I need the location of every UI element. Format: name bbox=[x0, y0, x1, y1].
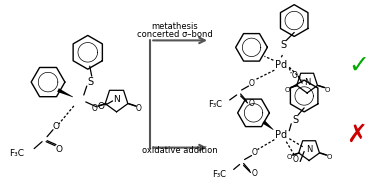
Text: O: O bbox=[324, 87, 330, 93]
Text: O: O bbox=[135, 104, 141, 113]
Text: F₃C: F₃C bbox=[208, 100, 222, 109]
Text: oxidative addition: oxidative addition bbox=[142, 145, 218, 154]
Polygon shape bbox=[57, 88, 73, 97]
Text: metathesis: metathesis bbox=[152, 22, 198, 30]
Text: O: O bbox=[285, 87, 290, 93]
Text: S: S bbox=[88, 77, 94, 87]
Text: ✗: ✗ bbox=[346, 123, 367, 147]
Text: Pd: Pd bbox=[275, 130, 287, 140]
Text: O: O bbox=[287, 154, 292, 160]
Text: O: O bbox=[92, 104, 98, 113]
Text: Pd: Pd bbox=[275, 60, 287, 70]
Text: S: S bbox=[280, 40, 287, 50]
Text: O: O bbox=[249, 79, 254, 88]
Text: O: O bbox=[326, 154, 332, 160]
Text: O: O bbox=[292, 155, 298, 164]
Text: N: N bbox=[304, 78, 310, 87]
Text: N: N bbox=[113, 95, 120, 105]
Polygon shape bbox=[262, 120, 274, 130]
Text: O: O bbox=[291, 71, 297, 80]
Text: O: O bbox=[249, 99, 254, 108]
Text: O: O bbox=[97, 102, 104, 111]
Text: O: O bbox=[252, 169, 257, 178]
Text: F₃C: F₃C bbox=[9, 149, 24, 158]
Text: ✓: ✓ bbox=[348, 53, 369, 77]
Text: F₃C: F₃C bbox=[212, 170, 226, 179]
Text: concerted σ–bond: concerted σ–bond bbox=[137, 30, 213, 39]
Text: O: O bbox=[53, 122, 59, 131]
Text: O: O bbox=[56, 145, 62, 154]
Text: N: N bbox=[306, 145, 312, 154]
Text: O: O bbox=[252, 148, 257, 157]
Text: S: S bbox=[292, 115, 298, 125]
